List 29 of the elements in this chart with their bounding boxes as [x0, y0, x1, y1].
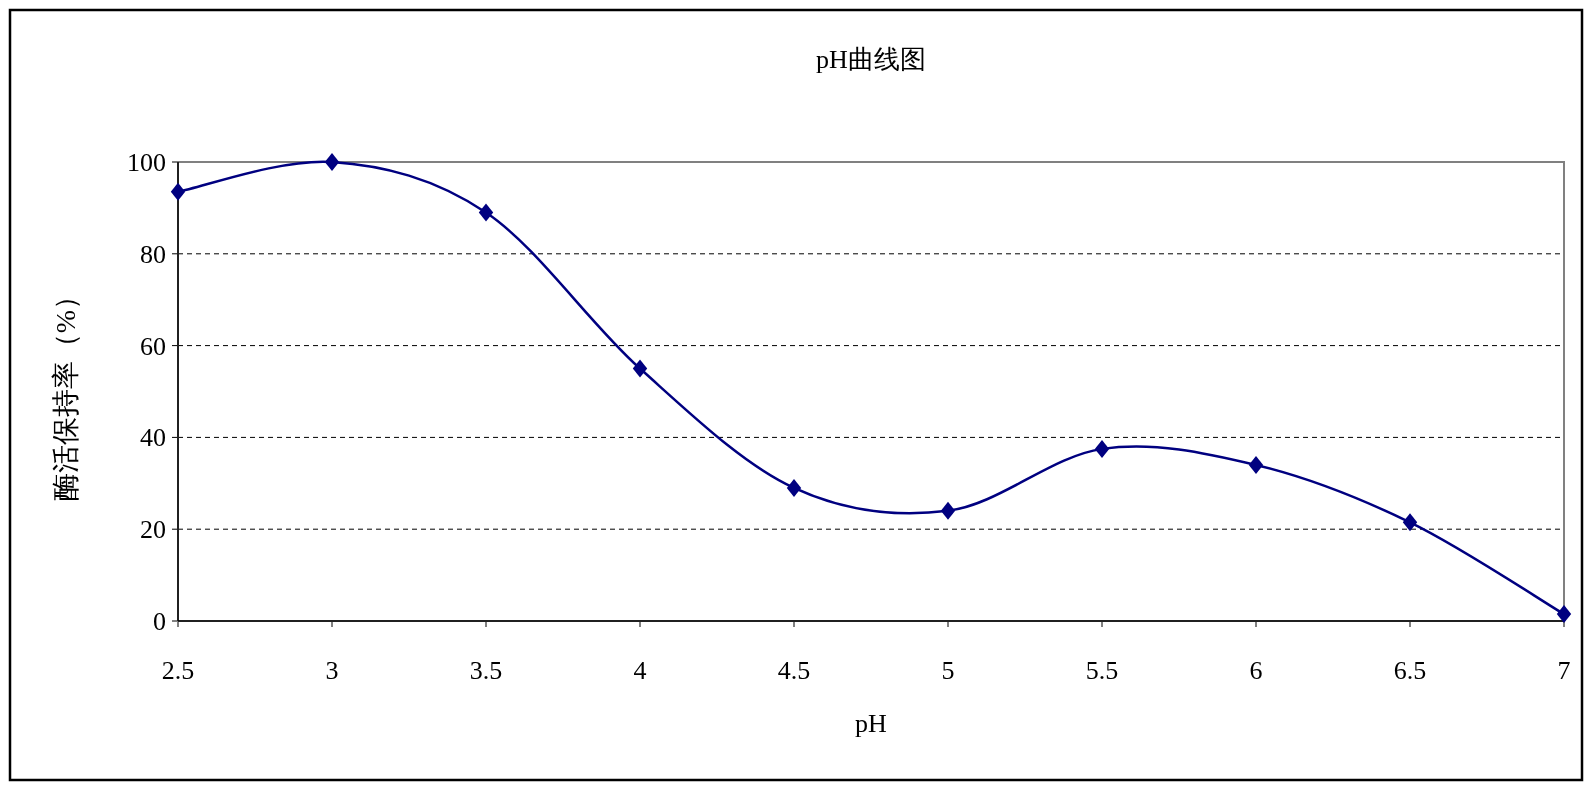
point [1248, 455, 1264, 474]
x-tick-label: 7 [1557, 656, 1571, 685]
point [1556, 605, 1572, 624]
chart-title: pH曲线图 [816, 45, 926, 74]
x-tick-label: 4.5 [777, 656, 811, 685]
point [478, 203, 494, 222]
point [170, 182, 186, 201]
y-tick-label: 20 [140, 515, 166, 545]
y-tick-label: 0 [153, 607, 166, 636]
y-tick-label: 100 [127, 148, 166, 177]
x-tick-label: 4 [633, 656, 647, 685]
point [324, 153, 340, 171]
x-axis-title: pH [855, 709, 888, 738]
point [786, 478, 802, 497]
y-tick-label: 60 [140, 331, 166, 361]
x-tick-label: 5.5 [1085, 656, 1119, 685]
x-tick-label: 3.5 [469, 656, 503, 685]
point [1094, 439, 1110, 458]
x-tick-label: 5 [941, 656, 955, 685]
point [632, 359, 648, 378]
x-tick-label: 6 [1249, 656, 1263, 685]
y-tick-label: 40 [140, 423, 166, 453]
x-tick-label: 3 [325, 656, 339, 685]
y-axis-title: 酶活保持率（%） [50, 281, 81, 502]
x-tick-label: 2.5 [161, 656, 195, 685]
x-tick-label: 6.5 [1393, 656, 1427, 685]
point [940, 501, 956, 520]
y-tick-label: 80 [140, 239, 166, 269]
point [1402, 513, 1418, 532]
